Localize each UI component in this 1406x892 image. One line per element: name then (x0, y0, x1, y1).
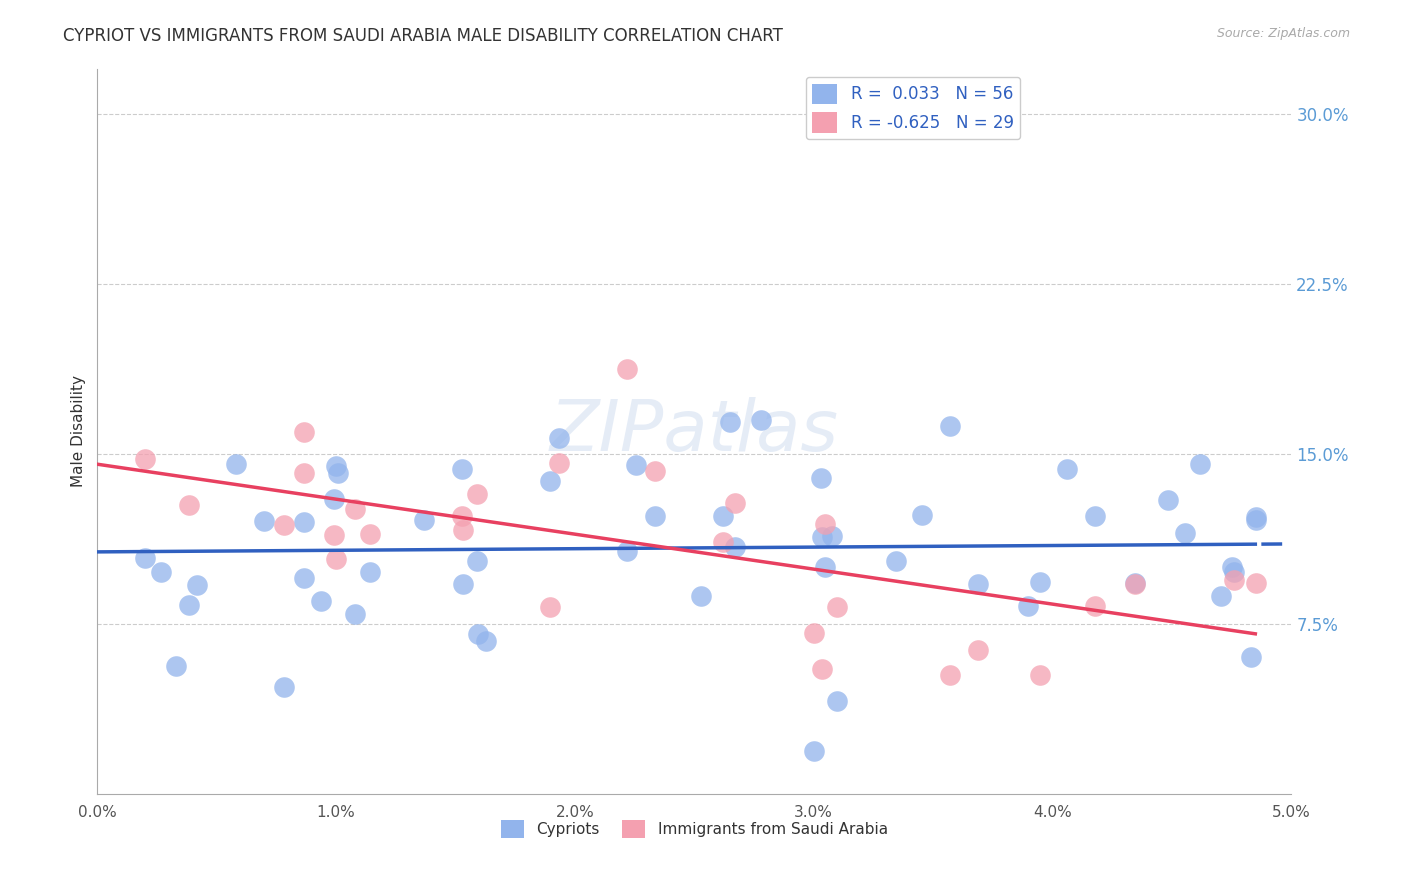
Point (718, 416, 741, 430)
Point (323, 491, 346, 506)
Point (813, 560, 835, 574)
Point (1244, 510, 1267, 524)
Point (1220, 559, 1243, 574)
Point (1240, 649, 1263, 664)
Point (1174, 526, 1197, 541)
Point (413, 513, 436, 527)
Point (292, 466, 315, 480)
Point (165, 658, 187, 673)
Point (626, 458, 648, 473)
Point (616, 362, 638, 376)
Point (821, 529, 844, 543)
Point (724, 540, 747, 554)
Point (273, 517, 295, 532)
Point (616, 544, 638, 558)
Text: CYPRIOT VS IMMIGRANTS FROM SAUDI ARABIA MALE DISABILITY CORRELATION CHART: CYPRIOT VS IMMIGRANTS FROM SAUDI ARABIA … (63, 27, 783, 45)
Point (359, 565, 381, 579)
Point (1056, 462, 1078, 476)
Point (825, 600, 848, 615)
Point (810, 662, 832, 676)
Legend: Cypriots, Immigrants from Saudi Arabia: Cypriots, Immigrants from Saudi Arabia (495, 814, 894, 845)
Y-axis label: Male Disability: Male Disability (72, 376, 86, 487)
Point (343, 501, 366, 516)
Point (803, 744, 825, 758)
Point (467, 627, 489, 641)
Point (451, 508, 474, 523)
Point (1209, 590, 1232, 604)
Point (451, 577, 474, 591)
Point (548, 431, 571, 445)
Point (475, 634, 498, 648)
Point (1244, 576, 1267, 591)
Point (309, 594, 332, 608)
Point (1084, 508, 1107, 523)
Point (323, 528, 346, 542)
Point (538, 475, 561, 489)
Point (451, 523, 474, 537)
Point (292, 425, 315, 439)
Point (644, 464, 666, 478)
Point (749, 413, 772, 427)
Point (325, 458, 347, 473)
Point (1123, 577, 1146, 591)
Point (273, 681, 295, 695)
Point (253, 514, 276, 528)
Point (538, 600, 561, 615)
Point (1029, 668, 1052, 682)
Point (179, 599, 201, 613)
Text: Source: ZipAtlas.com: Source: ZipAtlas.com (1216, 27, 1350, 40)
Point (644, 509, 666, 524)
Point (225, 457, 247, 471)
Point (1222, 565, 1244, 579)
Point (813, 516, 835, 531)
Point (1222, 574, 1244, 588)
Point (1084, 599, 1107, 613)
Point (938, 418, 960, 433)
Point (179, 498, 201, 512)
Point (911, 508, 934, 522)
Point (150, 566, 173, 580)
Point (1244, 513, 1267, 527)
Point (1157, 493, 1180, 508)
Point (451, 462, 474, 476)
Point (134, 451, 156, 466)
Point (810, 530, 832, 544)
Point (1029, 574, 1052, 589)
Point (465, 486, 488, 500)
Point (343, 607, 366, 621)
Point (465, 554, 488, 568)
Point (134, 550, 156, 565)
Point (711, 508, 734, 523)
Point (938, 667, 960, 681)
Point (689, 589, 711, 603)
Point (325, 552, 347, 566)
Point (359, 527, 381, 541)
Point (724, 496, 747, 510)
Point (1017, 599, 1039, 614)
Point (966, 643, 988, 657)
Point (810, 471, 832, 485)
Point (326, 467, 349, 481)
Text: ZIPatlas: ZIPatlas (550, 397, 839, 466)
Point (825, 694, 848, 708)
Point (1123, 576, 1146, 591)
Point (886, 553, 908, 567)
Point (1188, 457, 1211, 471)
Point (966, 576, 988, 591)
Point (803, 625, 825, 640)
Point (548, 456, 571, 470)
Point (711, 535, 734, 549)
Point (292, 515, 315, 529)
Point (186, 578, 208, 592)
Point (292, 571, 315, 585)
